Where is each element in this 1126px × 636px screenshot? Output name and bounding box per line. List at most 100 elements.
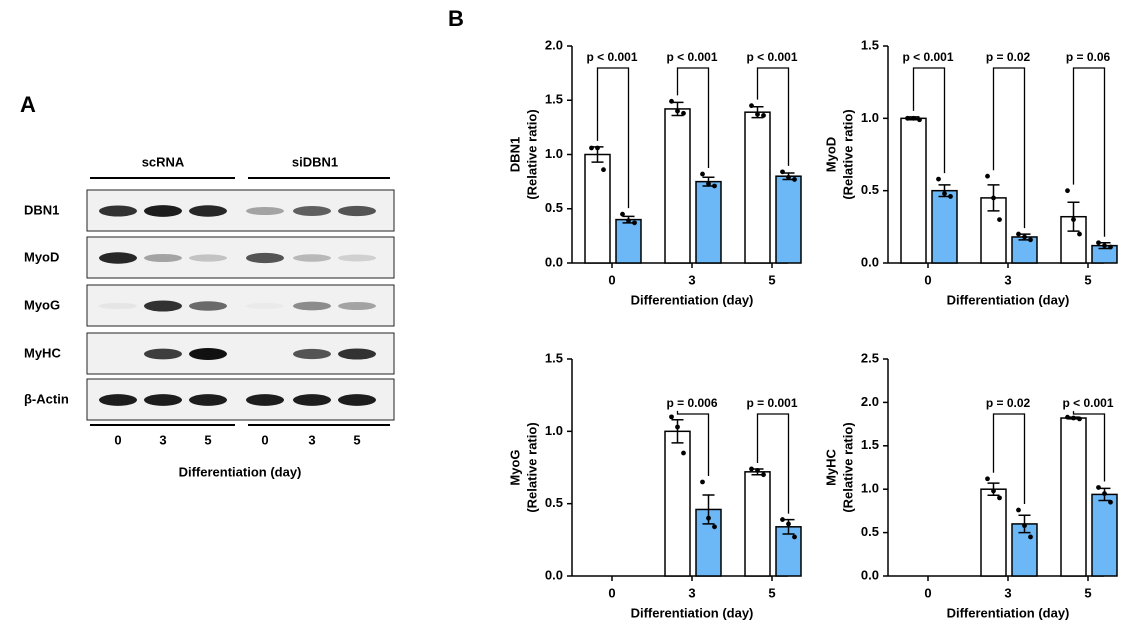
y-tick-label: 1.0: [861, 481, 879, 496]
x-tick-label: 5: [768, 585, 775, 600]
data-point: [942, 191, 947, 196]
error-bar: [1067, 201, 1080, 232]
x-axis-label: Differentiation (day): [179, 464, 302, 479]
band: [246, 394, 284, 406]
data-point: [755, 111, 760, 117]
data-point: [1022, 234, 1027, 240]
data-point: [985, 476, 990, 482]
band: [144, 300, 182, 312]
row-label: β-Actin: [24, 391, 69, 406]
row-label: DBN1: [24, 202, 59, 217]
y-axis-label: MyoD: [823, 137, 838, 172]
data-point: [706, 181, 711, 187]
band: [246, 252, 284, 264]
y-tick-label: 0.5: [545, 495, 563, 510]
bar: [744, 471, 771, 577]
data-point: [786, 521, 791, 527]
bar: [1091, 493, 1118, 577]
bar: [744, 111, 771, 264]
significance-bracket: [1072, 67, 1106, 237]
data-point: [1065, 414, 1070, 420]
lane-label: 5: [353, 432, 360, 447]
y-tick-label: 0.0: [545, 567, 563, 582]
significance-bracket: [676, 410, 710, 476]
y-tick-label: 1.5: [545, 92, 563, 107]
y-tick-label: 2.0: [545, 37, 563, 52]
band: [293, 206, 331, 216]
data-point: [1077, 416, 1082, 422]
y-axis-label: (Relative ratio): [840, 422, 855, 512]
band: [189, 301, 227, 311]
bar: [664, 430, 691, 577]
data-point: [675, 108, 680, 114]
data-point: [997, 217, 1002, 223]
bar: [775, 175, 802, 264]
error-bar: [671, 419, 684, 444]
data-point: [669, 414, 674, 420]
data-point: [712, 183, 717, 189]
panel-label: A: [20, 92, 36, 117]
y-axis-label: MyHC: [823, 448, 838, 485]
data-point: [681, 110, 686, 116]
data-point: [712, 524, 717, 530]
data-point: [761, 472, 766, 478]
x-tick-label: 3: [688, 272, 695, 287]
x-tick-label: 0: [608, 585, 615, 600]
group-label: siDBN1: [292, 154, 338, 169]
y-axis-label: (Relative ratio): [524, 422, 539, 512]
band: [189, 254, 227, 262]
x-tick-label: 5: [1084, 272, 1091, 287]
data-point: [1071, 217, 1076, 223]
data-point: [1108, 499, 1113, 505]
band: [338, 301, 376, 311]
p-value: p < 0.001: [666, 50, 717, 64]
data-point: [761, 113, 766, 118]
p-value: p = 0.006: [666, 396, 717, 410]
lane-label: 5: [204, 432, 211, 447]
data-point: [1071, 415, 1076, 421]
panel-label: B: [448, 6, 464, 31]
data-point: [749, 466, 754, 472]
x-axis-label: Differentiation (day): [631, 605, 754, 620]
band: [144, 253, 182, 263]
p-value: p = 0.001: [746, 396, 797, 410]
y-tick-label: 1.0: [861, 110, 879, 125]
row-label: MyoG: [24, 297, 60, 312]
data-point: [792, 177, 797, 182]
bar: [695, 180, 722, 264]
data-point: [936, 176, 941, 182]
lane-label: 3: [159, 432, 166, 447]
x-tick-label: 5: [768, 272, 775, 287]
y-tick-label: 0.5: [861, 182, 879, 197]
y-tick-label: 2.0: [861, 394, 879, 409]
row-label: MyHC: [24, 345, 61, 360]
data-point: [620, 211, 625, 217]
data-point: [681, 450, 686, 456]
lane-label: 0: [261, 432, 268, 447]
row-label: MyoD: [24, 249, 59, 264]
bar: [615, 218, 642, 264]
data-point: [632, 220, 637, 226]
band: [189, 394, 227, 406]
data-point: [991, 488, 996, 494]
y-tick-label: 0.5: [861, 524, 879, 539]
y-tick-label: 1.0: [545, 146, 563, 161]
bar: [1011, 236, 1038, 264]
bar: [584, 153, 611, 264]
band: [99, 394, 137, 406]
y-tick-label: 0.0: [861, 254, 879, 269]
p-value: p < 0.001: [586, 50, 637, 64]
x-axis-label: Differentiation (day): [947, 605, 1070, 620]
group-label: scRNA: [142, 154, 185, 169]
p-value: p = 0.02: [986, 396, 1031, 410]
p-value: p < 0.001: [902, 50, 953, 64]
data-point: [1096, 485, 1101, 490]
band: [338, 254, 376, 262]
p-value: p < 0.001: [746, 50, 797, 64]
x-tick-label: 0: [608, 272, 615, 287]
data-point: [626, 218, 631, 224]
bar: [664, 108, 691, 264]
y-tick-label: 0.5: [545, 200, 563, 215]
p-value: p < 0.001: [1062, 396, 1113, 410]
